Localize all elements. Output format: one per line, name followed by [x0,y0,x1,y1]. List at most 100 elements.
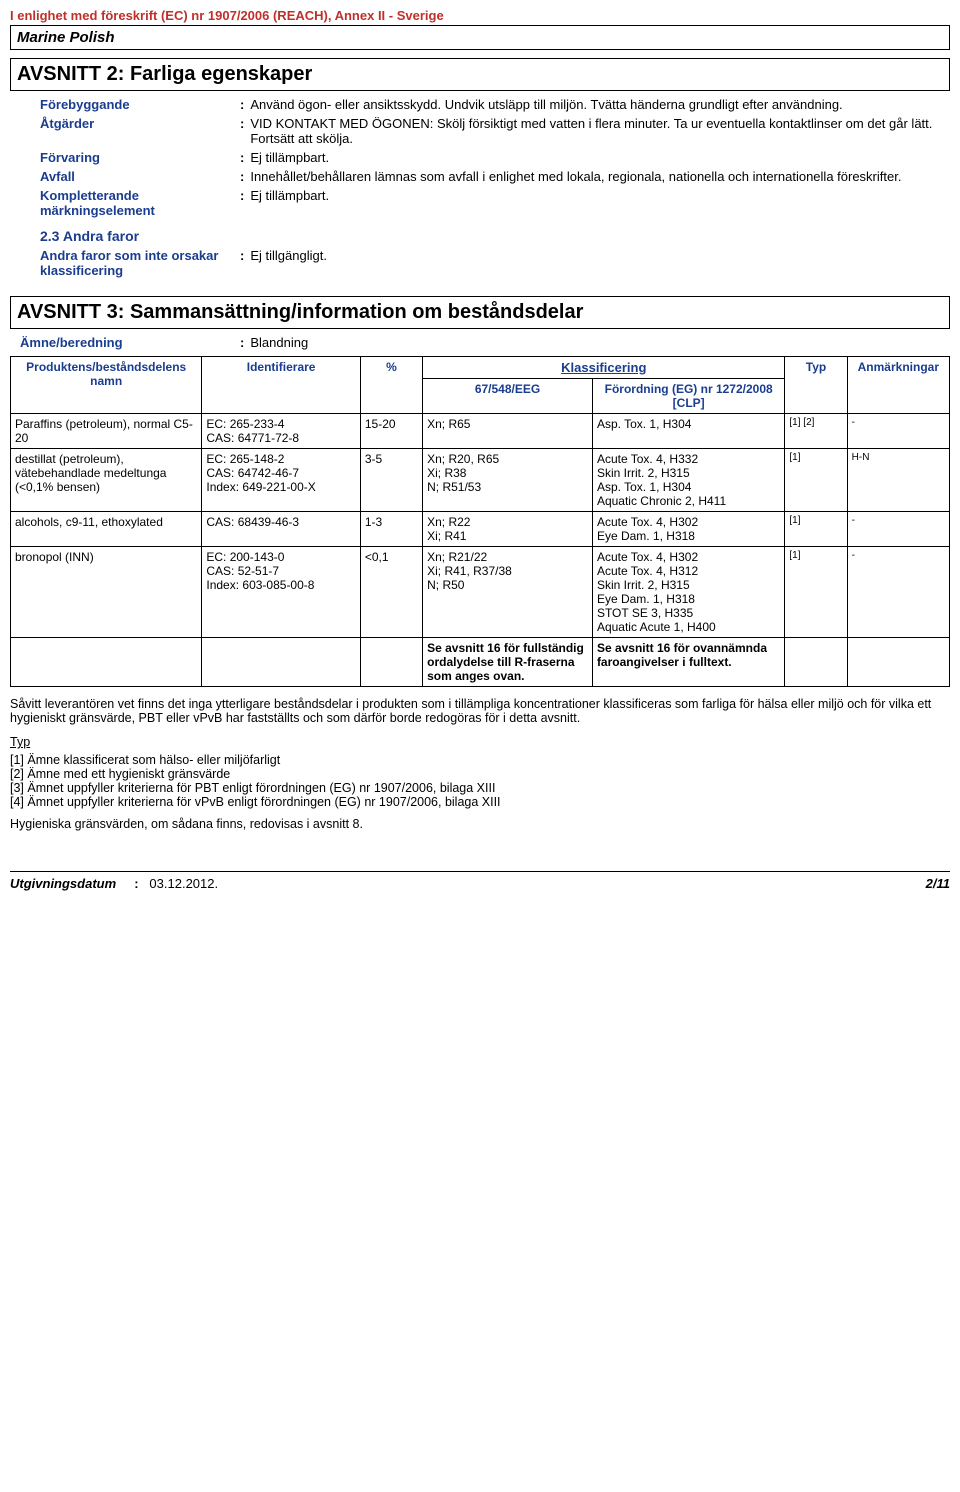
cell-empty [847,638,949,687]
table-row: Paraffins (petroleum), normal C5-20EC: 2… [11,414,950,449]
blend-label: Ämne/beredning [20,335,240,350]
footer-left: Utgivningsdatum : 03.12.2012. [10,876,218,891]
cell-name: Paraffins (petroleum), normal C5-20 [11,414,202,449]
table-body: Paraffins (petroleum), normal C5-20EC: 2… [11,414,950,687]
section-3-title: AVSNITT 3: Sammansättning/information om… [17,301,583,323]
cell-typ: [1] [785,449,847,512]
field-forebyggande: Förebyggande : Använd ögon- eller ansikt… [40,97,950,112]
field-value: Ej tillämpbart. [250,150,950,165]
typ-label: Typ [10,735,950,749]
cell-clp: Asp. Tox. 1, H304 [592,414,784,449]
colon: : [240,150,244,165]
colon: : [240,188,244,203]
col-pct: % [360,357,422,414]
field-value: Ej tillämpbart. [250,188,950,203]
footer-colon: : [134,876,138,891]
product-name-box: Marine Polish [10,25,950,50]
cell-eeg: Xn; R65 [423,414,593,449]
regulation-header: I enlighet med föreskrift (EC) nr 1907/2… [10,8,950,23]
footer-date-label: Utgivningsdatum [10,876,116,891]
page-footer: Utgivningsdatum : 03.12.2012. 2/11 [10,871,950,891]
cell-typ: [1] [2] [785,414,847,449]
cell-clp: Acute Tox. 4, H302Acute Tox. 4, H312Skin… [592,547,784,638]
cell-pct: 1-3 [360,512,422,547]
field-value: VID KONTAKT MED ÖGONEN: Skölj försiktigt… [250,116,950,146]
table-row: bronopol (INN)EC: 200-143-0CAS: 52-51-7I… [11,547,950,638]
field-label: Förebyggande [40,97,240,112]
field-kompletterande: Kompletterande märkningselement : Ej til… [40,188,950,218]
field-label: Förvaring [40,150,240,165]
blend-row: Ämne/beredning : Blandning [10,335,950,350]
cell-typ: [1] [785,512,847,547]
field-andra-faror: Andra faror som inte orsakar klassificer… [40,248,950,278]
cell-empty [202,638,360,687]
hyg-line: Hygieniska gränsvärden, om sådana finns,… [10,817,950,831]
klass-header-text: Klassificering [561,360,646,375]
cell-empty [360,638,422,687]
section-2-header: AVSNITT 2: Farliga egenskaper [10,58,950,91]
typ-line: [4] Ämnet uppfyller kriterierna för vPvB… [10,795,950,809]
cell-eeg-footer: Se avsnitt 16 för fullständig ordalydels… [423,638,593,687]
cell-anm: - [847,512,949,547]
cell-name: bronopol (INN) [11,547,202,638]
cell-id: EC: 265-233-4CAS: 64771-72-8 [202,414,360,449]
field-forvaring: Förvaring : Ej tillämpbart. [40,150,950,165]
table-footer-row: Se avsnitt 16 för fullständig ordalydels… [11,638,950,687]
col-clp: Förordning (EG) nr 1272/2008 [CLP] [592,379,784,414]
cell-eeg: Xn; R21/22Xi; R41, R37/38N; R50 [423,547,593,638]
section-2-title: AVSNITT 2: Farliga egenskaper [17,63,312,85]
table-row: alcohols, c9-11, ethoxylatedCAS: 68439-4… [11,512,950,547]
cell-typ: [1] [785,547,847,638]
cell-empty [11,638,202,687]
colon: : [240,335,244,350]
field-label: Avfall [40,169,240,184]
colon: : [240,97,244,112]
table-row: destillat (petroleum), vätebehandlade me… [11,449,950,512]
field-atgarder: Åtgärder : VID KONTAKT MED ÖGONEN: Skölj… [40,116,950,146]
cell-anm: H-N [847,449,949,512]
cell-id: EC: 265-148-2CAS: 64742-46-7Index: 649-2… [202,449,360,512]
composition-table: Produktens/beståndsdelens namn Identifie… [10,356,950,687]
section-2-fields: Förebyggande : Använd ögon- eller ansikt… [10,97,950,218]
field-avfall: Avfall : Innehållet/behållaren lämnas so… [40,169,950,184]
cell-anm: - [847,414,949,449]
cell-clp-footer: Se avsnitt 16 för ovannämnda faroangivel… [592,638,784,687]
colon: : [240,116,244,131]
cell-eeg: Xn; R22Xi; R41 [423,512,593,547]
col-id: Identifierare [202,357,360,414]
cell-clp: Acute Tox. 4, H332Skin Irrit. 2, H315Asp… [592,449,784,512]
cell-pct: <0,1 [360,547,422,638]
footer-date: 03.12.2012. [149,876,218,891]
field-label: Kompletterande märkningselement [40,188,240,218]
field-label: Åtgärder [40,116,240,131]
cell-clp: Acute Tox. 4, H302Eye Dam. 1, H318 [592,512,784,547]
table-header-row-1: Produktens/beståndsdelens namn Identifie… [11,357,950,379]
typ-line: [1] Ämne klassificerat som hälso- eller … [10,753,950,767]
col-typ: Typ [785,357,847,414]
cell-id: CAS: 68439-46-3 [202,512,360,547]
cell-pct: 3-5 [360,449,422,512]
cell-name: destillat (petroleum), vätebehandlade me… [11,449,202,512]
blend-value: Blandning [250,335,308,350]
col-name: Produktens/beståndsdelens namn [11,357,202,414]
supplier-paragraph: Såvitt leverantören vet finns det inga y… [10,697,950,725]
field-label: Andra faror som inte orsakar klassificer… [40,248,240,278]
typ-line: [3] Ämnet uppfyller kriterierna för PBT … [10,781,950,795]
typ-line: [2] Ämne med ett hygieniskt gränsvärde [10,767,950,781]
col-anm: Anmärkningar [847,357,949,414]
field-value: Innehållet/behållaren lämnas som avfall … [250,169,950,184]
sub-2-3-heading: 2.3 Andra faror [10,228,950,244]
cell-name: alcohols, c9-11, ethoxylated [11,512,202,547]
col-klass: Klassificering [423,357,785,379]
col-eeg: 67/548/EEG [423,379,593,414]
colon: : [240,248,244,263]
footer-page: 2/11 [926,876,950,891]
cell-eeg: Xn; R20, R65Xi; R38N; R51/53 [423,449,593,512]
cell-id: EC: 200-143-0CAS: 52-51-7Index: 603-085-… [202,547,360,638]
sub-2-3-block: Andra faror som inte orsakar klassificer… [10,248,950,278]
field-value: Ej tillgängligt. [250,248,950,263]
field-value: Använd ögon- eller ansiktsskydd. Undvik … [250,97,950,112]
cell-empty [785,638,847,687]
cell-pct: 15-20 [360,414,422,449]
section-3-header: AVSNITT 3: Sammansättning/information om… [10,296,950,329]
